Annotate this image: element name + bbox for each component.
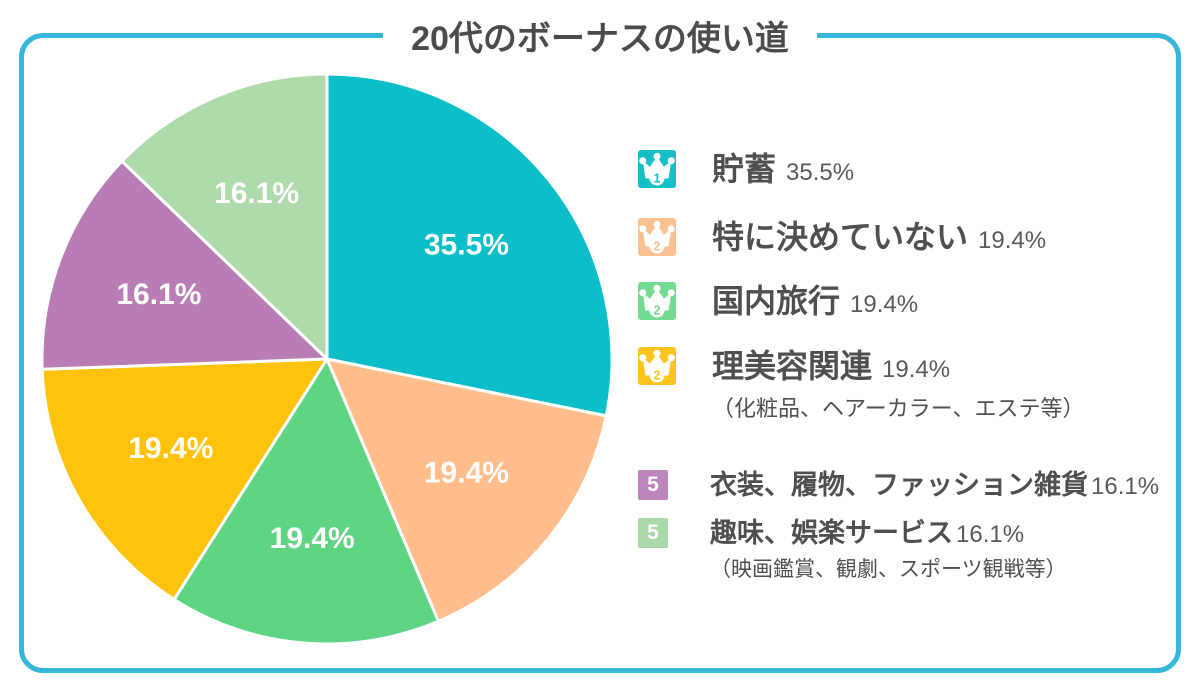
legend-percent: 16.1% [1091, 473, 1160, 500]
rank-number: 1 [653, 172, 660, 186]
legend-percent: 19.4% [978, 227, 1047, 254]
rank-2-crown-icon: 2 [638, 347, 676, 385]
pie-slice-label: 16.1% [116, 278, 201, 311]
rank-number: 2 [653, 240, 660, 254]
legend-item: 5 衣装、履物、ファッション雑貨 16.1% [638, 470, 1159, 505]
crown-icon: 2 [639, 349, 675, 383]
pie-slice-6 [120, 72, 329, 361]
rank-number: 2 [653, 304, 660, 318]
rank-number: 5 [647, 473, 659, 496]
legend-text: 理美容関連 19.4% （化粧品、ヘアーカラー、エステ等） [712, 347, 1084, 422]
legend-text: 趣味、娯楽サービス 16.1% （映画鑑賞、観劇、スポーツ観戦等） [710, 518, 1067, 583]
legend-label: 国内旅行 [712, 283, 841, 319]
pie-slice-3 [172, 357, 440, 646]
pie-slice-label: 19.4% [270, 522, 355, 555]
pie-slice-2 [325, 357, 608, 623]
rank-2-crown-icon: 2 [638, 282, 676, 320]
rank-number: 5 [647, 521, 659, 544]
legend-percent: 16.1% [956, 521, 1025, 548]
crown-icon: 1 [639, 152, 675, 186]
legend-subtext: （化粧品、ヘアーカラー、エステ等） [712, 396, 1085, 421]
legend-label: 衣装、履物、ファッション雑貨 [710, 470, 1088, 500]
rank-5-badge: 5 [638, 518, 668, 548]
pie-slice-4 [40, 357, 329, 601]
rank-5-badge: 5 [638, 470, 668, 500]
legend-item: 2 特に決めていない 19.4% [638, 218, 1046, 263]
rank-number: 2 [653, 369, 660, 383]
legend-item: 1 貯蓄 35.5% [638, 150, 854, 195]
pie-slice-1 [325, 72, 614, 418]
crown-icon: 2 [639, 284, 675, 318]
legend-item: 2 理美容関連 19.4% （化粧品、ヘアーカラー、エステ等） [638, 347, 1084, 422]
legend-label: 貯蓄 [712, 151, 777, 187]
legend-label: 特に決めていない [712, 219, 969, 255]
chart-title: 20代のボーナスの使い道 [383, 16, 817, 62]
legend-percent: 35.5% [786, 159, 855, 186]
pie-slice-label: 16.1% [214, 177, 299, 210]
rank-2-crown-icon: 2 [638, 218, 676, 256]
pie-slice-label: 19.4% [128, 432, 213, 465]
legend-text: 衣装、履物、ファッション雑貨 16.1% [710, 470, 1159, 505]
legend-label: 趣味、娯楽サービス [710, 518, 953, 548]
legend-label: 理美容関連 [712, 348, 873, 384]
crown-icon: 2 [639, 220, 675, 254]
rank-1-crown-icon: 1 [638, 150, 676, 188]
legend-percent: 19.4% [850, 291, 919, 318]
pie-slice-label: 35.5% [424, 229, 509, 262]
legend-text: 特に決めていない 19.4% [712, 218, 1046, 263]
legend-item: 5 趣味、娯楽サービス 16.1% （映画鑑賞、観劇、スポーツ観戦等） [638, 518, 1067, 583]
legend-subtext: （映画鑑賞、観劇、スポーツ観戦等） [710, 558, 1067, 581]
legend-text: 国内旅行 19.4% [712, 282, 918, 327]
legend-text: 貯蓄 35.5% [712, 150, 854, 195]
pie-chart: 35.5% 19.4% 19.4% 19.4% 16.1% 16.1% [40, 72, 614, 646]
pie-slice-label: 19.4% [424, 456, 509, 489]
legend-item: 2 国内旅行 19.4% [638, 282, 918, 327]
legend-percent: 19.4% [882, 356, 951, 383]
pie-slice-5 [40, 159, 329, 371]
